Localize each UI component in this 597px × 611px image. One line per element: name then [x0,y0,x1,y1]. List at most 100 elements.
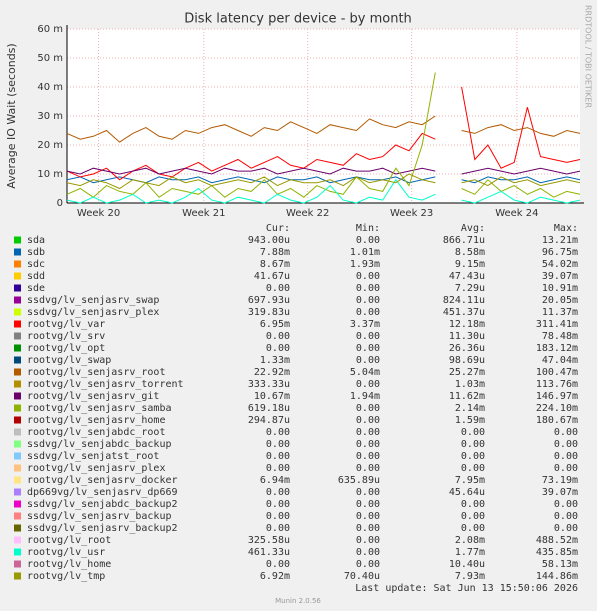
legend-label: rootvg/lv_senjasrv_samba [27,403,172,414]
legend-swatch [14,296,21,304]
legend-max: 144.86m [536,571,578,582]
y-tick-label: 60 m [37,24,63,35]
legend-min: 0.00 [356,283,380,294]
legend-swatch [14,416,21,424]
legend-min: 3.37m [350,319,380,330]
legend-max: 0.00 [554,451,578,462]
legend-min: 1.94m [350,391,380,402]
legend-cur: 1.33m [260,355,290,366]
legend-swatch [14,536,21,544]
legend-min: 0.00 [356,271,380,282]
legend-swatch [14,236,21,244]
legend-swatch [14,512,21,520]
series-line [66,173,436,190]
legend-avg: 11.62m [449,391,485,402]
y-tick-label: 50 m [37,53,63,64]
legend-label: rootvg/lv_senjasrv_home [27,415,165,426]
legend-swatch [14,380,21,388]
legend-min: 0.00 [356,523,380,534]
legend-cur: 6.94m [260,475,290,486]
legend-cur: 0.00 [266,559,290,570]
legend-max: 113.76m [536,379,578,390]
legend-label: ssdvg/lv_senjasrv_backup [27,511,172,522]
legend-swatch [14,332,21,340]
legend-swatch [14,476,21,484]
legend-avg: 1.77m [455,547,485,558]
legend-max: 78.48m [542,331,578,342]
legend-min: 0.00 [356,463,380,474]
legend-avg: 25.27m [449,367,485,378]
legend-avg: 0.00 [461,451,485,462]
legend-label: rootvg/lv_root [27,535,111,546]
legend-max: 0.00 [554,499,578,510]
legend-max: 0.00 [554,439,578,450]
legend-max: 73.19m [542,475,578,486]
side-text: RRDTOOL / TOBI OETIKER [584,5,593,108]
legend-label: rootvg/lv_senjasrv_docker [27,475,178,486]
legend-min: 0.00 [356,511,380,522]
legend-swatch [14,440,21,448]
legend-swatch [14,260,21,268]
legend-cur: 22.92m [254,367,290,378]
legend-swatch [14,548,21,556]
chart-title: Disk latency per device - by month [184,12,412,27]
y-tick-label: 30 m [37,111,63,122]
legend-min: 0.00 [356,439,380,450]
legend-min: 0.00 [356,535,380,546]
legend-label: rootvg/lv_senjasrv_git [27,391,159,402]
legend-label: rootvg/lv_senjasrv_root [27,367,165,378]
legend-cur: 0.00 [266,439,290,450]
legend-min: 0.00 [356,415,380,426]
legend-min: 0.00 [356,331,380,342]
legend-cur: 7.88m [260,247,290,258]
legend-label: dp669vg/lv_senjasrv_dp669 [27,487,178,498]
legend-cur: 0.00 [266,487,290,498]
legend-label: ssdvg/lv_senjabdc_backup [27,439,172,450]
series-line [461,167,581,175]
legend-avg: 0.00 [461,499,485,510]
legend-header: Cur: [266,223,290,234]
x-tick-label: Week 24 [495,208,538,219]
legend-min: 0.00 [356,295,380,306]
legend-max: 54.02m [542,259,578,270]
legend-max: 13.21m [542,235,578,246]
legend-swatch [14,248,21,256]
legend-label: rootvg/lv_senjasrv_torrent [27,379,184,390]
legend-avg: 1.03m [455,379,485,390]
legend-max: 100.47m [536,367,578,378]
legend-label: sdb [27,247,45,258]
legend-cur: 0.00 [266,343,290,354]
legend-cur: 619.18u [248,403,290,414]
series-line [461,190,581,204]
legend-avg: 7.95m [455,475,485,486]
legend-max: 96.75m [542,247,578,258]
legend-cur: 333.33u [248,379,290,390]
legend-max: 0.00 [554,511,578,522]
footer: Munin 2.0.56 [275,597,321,605]
legend-label: rootvg/lv_senjabdc_root [27,427,165,438]
legend-min: 0.00 [356,379,380,390]
legend-swatch [14,452,21,460]
series-line [461,124,581,137]
legend-cur: 0.00 [266,331,290,342]
legend-max: 0.00 [554,523,578,534]
legend-max: 435.85m [536,547,578,558]
legend-swatch [14,488,21,496]
legend-avg: 0.00 [461,511,485,522]
legend-avg: 0.00 [461,427,485,438]
series-line [66,176,436,184]
legend-max: 58.13m [542,559,578,570]
legend-label: ssdvg/lv_senjasrv_swap [27,295,159,306]
legend-swatch [14,272,21,280]
legend-cur: 10.67m [254,391,290,402]
legend-swatch [14,404,21,412]
legend-min: 1.01m [350,247,380,258]
x-tick-label: Week 23 [390,208,433,219]
legend-swatch [14,464,21,472]
legend-max: 311.41m [536,319,578,330]
legend-avg: 47.43u [449,271,485,282]
legend-label: rootvg/lv_home [27,559,111,570]
legend-max: 146.97m [536,391,578,402]
plot-area [67,29,580,203]
legend-cur: 294.87u [248,415,290,426]
